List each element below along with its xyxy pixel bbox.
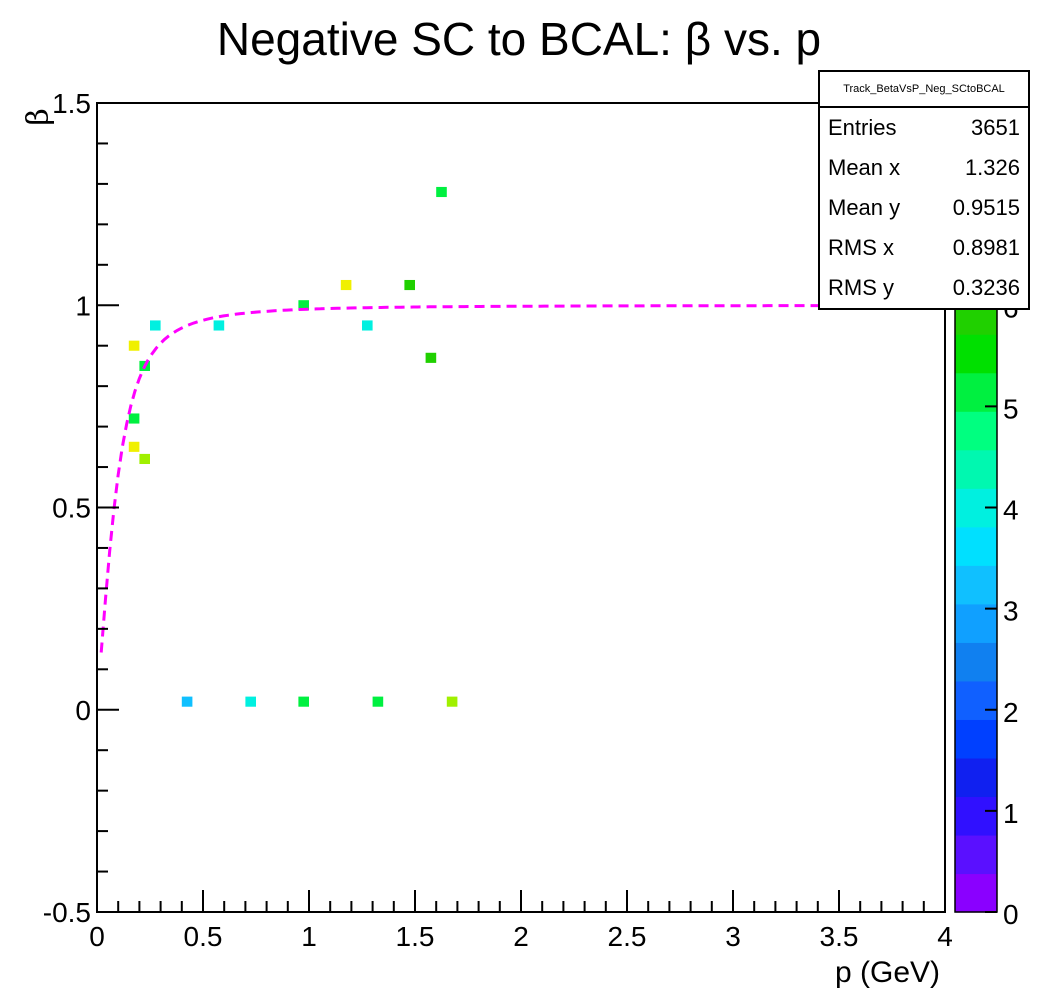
chart-title: Negative SC to BCAL: β vs. p — [216, 13, 822, 65]
colorbar-tick-label: 0 — [1003, 899, 1019, 930]
heatmap-cell — [245, 696, 256, 707]
colorbar-swatch — [955, 642, 997, 682]
colorbar-swatch — [955, 334, 997, 374]
x-tick-label: 2 — [513, 921, 529, 952]
stats-row-mean-x: Mean x 1.326 — [820, 148, 1028, 188]
stats-row-rms-y: RMS y 0.3236 — [820, 268, 1028, 308]
x-tick-label: 3 — [725, 921, 741, 952]
fit-curve-line — [99, 304, 945, 653]
colorbar-swatch — [955, 411, 997, 451]
stats-value: 3651 — [971, 115, 1020, 140]
x-tick-label: 1 — [301, 921, 317, 952]
colorbar-swatch — [955, 526, 997, 566]
x-tick-label: 0.5 — [184, 921, 223, 952]
colorbar-tick-label: 5 — [1003, 393, 1019, 424]
heatmap-cell — [213, 320, 225, 331]
colorbar-tick-label: 1 — [1003, 798, 1019, 829]
x-tick-label: 1.5 — [396, 921, 435, 952]
heatmap-cell — [362, 320, 373, 331]
y-tick-label: -0.5 — [43, 897, 91, 928]
colorbar-swatch — [955, 834, 997, 875]
x-tick-label: 2.5 — [608, 921, 647, 952]
colorbar-tick-label: 3 — [1003, 596, 1019, 627]
stats-value: 0.3236 — [952, 275, 1020, 300]
stats-value: 0.9515 — [952, 195, 1020, 220]
stats-value: 0.8981 — [952, 235, 1020, 260]
fit-curve — [99, 304, 945, 653]
y-axis-label: β — [21, 108, 56, 125]
y-tick-label: 1 — [75, 290, 91, 321]
stats-row-rms-x: RMS x 0.8981 — [820, 228, 1028, 268]
y-tick-label: 1.5 — [52, 88, 91, 119]
colorbar-tick-label: 2 — [1003, 697, 1019, 728]
x-tick-label: 3.5 — [820, 921, 859, 952]
colorbar: 01234567 — [954, 102, 1019, 930]
stats-label: Mean y — [828, 195, 901, 220]
heatmap-cell — [139, 453, 150, 465]
y-tick-label: 0.5 — [52, 493, 91, 524]
heatmap-cell — [340, 279, 352, 291]
stats-label: Mean x — [828, 155, 901, 180]
colorbar-swatch — [955, 796, 997, 836]
colorbar-swatch — [955, 565, 997, 605]
stats-row-mean-y: Mean y 0.9515 — [820, 188, 1028, 228]
colorbar-swatch — [955, 873, 997, 913]
heatmap-cell — [436, 186, 447, 198]
stats-label: RMS y — [828, 275, 894, 300]
heatmap-cell — [150, 320, 161, 331]
stats-value: 1.326 — [964, 155, 1020, 180]
colorbar-swatch — [955, 372, 997, 412]
heatmap-cell — [372, 696, 384, 707]
colorbar-swatch — [955, 603, 997, 643]
stats-row-entries: Entries 3651 — [820, 108, 1028, 148]
heatmap-cell — [128, 441, 140, 452]
colorbar-swatch — [955, 757, 997, 798]
heatmap-cell — [128, 340, 140, 351]
stats-label: RMS x — [828, 235, 894, 260]
colorbar-tick-label: 4 — [1003, 495, 1019, 526]
heatmap-cell — [404, 279, 415, 291]
heatmap-cell — [425, 352, 437, 363]
stats-box-name: Track_BetaVsP_Neg_SCtoBCAL — [820, 72, 1028, 108]
x-tick-label: 4 — [937, 921, 953, 952]
colorbar-swatch — [955, 719, 997, 759]
heatmap-cell — [181, 696, 193, 707]
x-axis-label: p (GeV) — [835, 956, 940, 989]
heatmap-cell — [298, 300, 309, 311]
heatmap-cell — [128, 413, 140, 424]
heatmap-cell — [446, 696, 458, 707]
stats-box: Track_BetaVsP_Neg_SCtoBCAL Entries 3651 … — [818, 70, 1030, 310]
y-tick-label: 0 — [75, 695, 91, 726]
x-tick-label: 0 — [89, 921, 105, 952]
heatmap-cell — [298, 696, 309, 707]
colorbar-swatch — [955, 449, 997, 489]
colorbar-swatch — [955, 680, 997, 720]
axis-ticks: 0 0.5 1 1.5 2 2.5 3 3.5 4-0.500.511.5 — [43, 88, 953, 952]
heatmap-cells — [128, 186, 458, 707]
stats-label: Entries — [828, 115, 897, 140]
